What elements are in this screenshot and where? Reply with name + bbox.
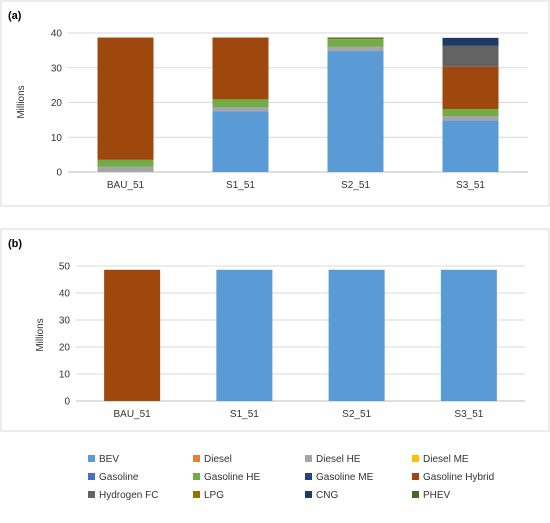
x-category-label: S1_51: [230, 409, 259, 420]
legend-swatch-diesel-me: [412, 455, 419, 462]
bar-segment-s3-51-gasoline-he: [442, 109, 499, 117]
y-tick-label: 40: [59, 289, 71, 300]
legend-swatch-gasoline-he: [193, 473, 200, 480]
legend-swatch-gasoline-hybrid: [412, 473, 419, 480]
panel-b: (b) Millions 0 10 20 30 40 50 BAU_51 S1_51 S2_51…: [0, 228, 550, 432]
bar-segment-bau-51-diesel-he: [97, 166, 154, 172]
legend-swatch-hydrogen-fc: [88, 491, 95, 498]
legend-swatch-cng: [305, 491, 312, 498]
legend-label-phev: PHEV: [423, 490, 451, 501]
y-tick-label: 30: [59, 316, 71, 327]
bar-segment-s2-51-gasoline-he: [327, 39, 384, 47]
bar-segment-s2-51-bev: [327, 51, 384, 172]
legend-label-bev: BEV: [99, 454, 119, 465]
legend-label-diesel-me: Diesel ME: [423, 454, 469, 465]
bar-segment-s2-51-lpg: [327, 38, 384, 40]
bar-segment-s3-51-gasoline-hybrid: [442, 66, 499, 110]
panel-b-y-axis-label: Millions: [35, 318, 46, 351]
bar-segment-bau-51-gasoline-he: [97, 159, 154, 167]
x-category-label: BAU_51: [107, 180, 145, 191]
panel-b-plot: 0 10 20 30 40 50 BAU_51 S1_51 S2_51 S3_51: [59, 262, 525, 420]
panel-b-label: (b): [8, 238, 22, 250]
bar-segment-bau-51-gasoline-hybrid: [97, 37, 154, 160]
panel-b-border: [0, 228, 550, 432]
legend-label-lpg: LPG: [204, 490, 224, 501]
panel-a-y-axis-label: Millions: [16, 85, 27, 118]
y-tick-label: 10: [51, 133, 63, 144]
bar-segment-s3-51-hydrogen-fc: [442, 45, 499, 67]
bar-segment-s2-51-phev: [327, 37, 384, 39]
bar-segment-s1-51-bev: [212, 111, 269, 172]
legend-label-gasoline-me: Gasoline ME: [316, 472, 374, 483]
bar-segment-s1-51-bev: [216, 269, 273, 401]
y-tick-label: 20: [51, 98, 63, 109]
y-tick-label: 20: [59, 343, 71, 354]
y-tick-label: 0: [56, 168, 62, 179]
bar-segment-s1-51-gasoline-hybrid: [212, 37, 269, 100]
bar-segment-s3-51-bev: [440, 269, 497, 401]
bar-segment-s3-51-diesel-he: [442, 116, 499, 121]
y-tick-label: 40: [51, 29, 63, 40]
y-tick-label: 10: [59, 370, 71, 381]
legend-swatch-bev: [88, 455, 95, 462]
panel-a-plot: 0 10 20 30 40 BAU_51 S1_51 S2_51 S3_51: [51, 29, 528, 191]
legend-label-hydrogen-fc: Hydrogen FC: [99, 490, 158, 501]
y-tick-label: 30: [51, 63, 63, 74]
x-category-label: BAU_51: [114, 409, 152, 420]
legend-swatch-lpg: [193, 491, 200, 498]
x-category-label: S3_51: [456, 180, 485, 191]
legend-label-gasoline: Gasoline: [99, 472, 139, 483]
bar-segment-s2-51-bev: [328, 269, 385, 401]
x-category-label: S3_51: [454, 409, 483, 420]
x-category-label: S1_51: [226, 180, 255, 191]
y-tick-label: 0: [64, 397, 70, 408]
x-category-label: S2_51: [341, 180, 370, 191]
legend-label-cng: CNG: [316, 490, 338, 501]
legend-swatch-phev: [412, 491, 419, 498]
legend-label-gasoline-hybrid: Gasoline Hybrid: [423, 472, 494, 483]
legend-label-gasoline-he: Gasoline HE: [204, 472, 260, 483]
legend: BEV Diesel Diesel HE Diesel ME Gasoline Gasol…: [88, 454, 494, 501]
y-tick-label: 50: [59, 262, 71, 273]
bar-segment-s1-51-gasoline-he: [212, 99, 269, 108]
x-category-label: S2_51: [342, 409, 371, 420]
bar-segment-s2-51-diesel-he: [327, 46, 384, 52]
bar-segment-s1-51-diesel-he: [212, 107, 269, 112]
bar-segment-s3-51-bev: [442, 120, 499, 172]
bar-segment-bau-51-gasoline-hybrid: [104, 269, 161, 401]
legend-swatch-diesel-he: [305, 455, 312, 462]
legend-label-diesel: Diesel: [204, 454, 232, 465]
legend-label-diesel-he: Diesel HE: [316, 454, 361, 465]
legend-swatch-gasoline: [88, 473, 95, 480]
bar-segment-s3-51-cng: [442, 37, 499, 46]
panel-a-label: (a): [8, 10, 22, 22]
panel-a-border: [0, 0, 550, 207]
legend-swatch-diesel: [193, 455, 200, 462]
legend-swatch-gasoline-me: [305, 473, 312, 480]
panel-a: (a) Millions 0 10 20 30 40 BAU_51 S1_51 S2_51 S3…: [0, 0, 550, 207]
